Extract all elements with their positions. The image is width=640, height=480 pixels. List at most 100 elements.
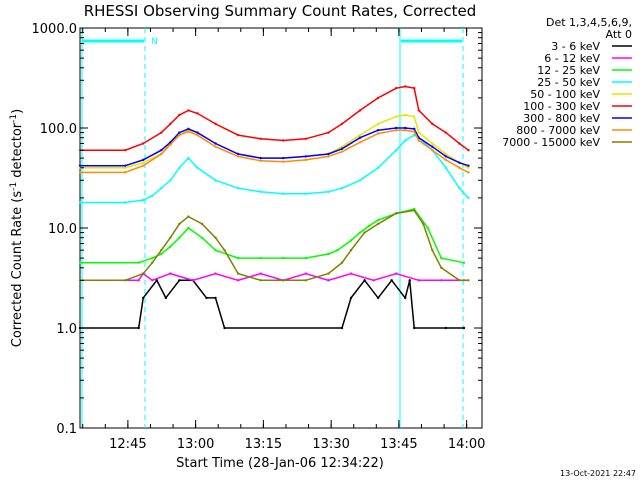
data-point — [282, 192, 285, 195]
data-point — [169, 141, 172, 144]
data-point — [376, 222, 380, 226]
data-point — [444, 166, 448, 169]
data-point — [160, 148, 163, 152]
data-point — [358, 109, 362, 112]
data-point — [467, 164, 470, 167]
data-point — [236, 187, 240, 190]
data-point — [431, 142, 434, 145]
data-point — [440, 256, 443, 260]
legend-label: 6 - 12 keV — [544, 52, 600, 65]
data-point — [444, 326, 448, 330]
data-point — [367, 224, 371, 228]
data-point — [413, 130, 416, 133]
data-point — [214, 272, 217, 275]
legend-label: 100 - 300 keV — [523, 100, 600, 113]
data-point — [467, 148, 470, 152]
data-point — [304, 256, 308, 260]
data-point — [413, 209, 416, 212]
data-point — [178, 133, 181, 137]
data-point — [467, 166, 470, 169]
data-point — [358, 141, 362, 144]
data-point — [440, 279, 443, 282]
legend-header-2: Att 0 — [606, 28, 632, 41]
data-point — [187, 226, 190, 230]
data-point — [404, 129, 407, 132]
data-point — [214, 248, 217, 252]
data-point — [458, 279, 461, 282]
data-point — [236, 279, 240, 282]
data-point — [78, 171, 82, 174]
data-point — [327, 279, 330, 282]
data-point — [467, 279, 470, 282]
data-point — [187, 215, 190, 218]
data-point — [372, 279, 375, 282]
data-point — [349, 272, 353, 275]
chart-title: RHESSI Observing Summary Count Rates, Co… — [84, 2, 477, 20]
data-point — [458, 142, 461, 145]
data-point — [187, 127, 190, 131]
data-point — [304, 155, 308, 158]
y-label-mid: detector — [10, 122, 25, 182]
y-axis: 1000.0 100.0 10.0 1.0 0.1 — [32, 22, 482, 437]
data-point — [413, 326, 416, 330]
data-point — [431, 122, 434, 126]
data-point — [142, 164, 145, 167]
data-point — [196, 131, 199, 134]
data-point — [394, 129, 398, 132]
data-point — [376, 96, 380, 100]
data-point — [376, 132, 380, 135]
data-point — [404, 126, 407, 130]
data-point — [155, 279, 158, 282]
data-point — [444, 131, 448, 134]
data-point — [304, 158, 308, 162]
y-label-sup1: -1 — [9, 182, 19, 191]
data-point — [340, 145, 344, 148]
data-point — [349, 248, 353, 252]
data-point — [462, 326, 466, 330]
data-point — [304, 279, 308, 282]
legend-label: 50 - 100 keV — [530, 88, 600, 101]
data-point — [236, 272, 240, 275]
data-point — [282, 156, 285, 160]
data-point — [340, 261, 344, 264]
data-point — [376, 122, 380, 126]
data-point — [408, 279, 411, 282]
series-8 — [78, 209, 470, 282]
series-5 — [78, 85, 470, 152]
data-point — [178, 166, 181, 169]
data-point — [417, 131, 420, 134]
data-point — [444, 158, 448, 162]
data-point — [259, 272, 262, 275]
data-point — [205, 296, 208, 300]
data-point — [78, 201, 82, 204]
y-label-suffix: ) — [10, 109, 25, 114]
data-point — [142, 296, 145, 300]
data-point — [304, 137, 308, 140]
data-point — [417, 279, 420, 282]
data-point — [304, 192, 308, 195]
data-point — [169, 245, 172, 248]
data-point — [404, 139, 407, 142]
y-tick-label: 100.0 — [40, 122, 77, 137]
data-point — [187, 156, 190, 160]
data-point — [187, 109, 190, 112]
data-point — [214, 122, 217, 126]
data-point — [349, 239, 353, 242]
data-point — [169, 179, 172, 182]
data-point — [123, 201, 127, 204]
data-point — [178, 222, 181, 226]
data-point — [160, 248, 163, 252]
x-axis-label: Start Time (28-Jan-06 12:34:22) — [176, 456, 384, 471]
data-point — [151, 279, 154, 282]
data-point — [458, 166, 461, 169]
data-point — [160, 252, 163, 256]
data-point — [417, 109, 420, 112]
data-point — [223, 326, 226, 330]
x-tick-label: 12:45 — [109, 437, 146, 452]
data-point — [327, 152, 330, 156]
data-point — [404, 85, 407, 88]
series-7 — [78, 129, 470, 174]
